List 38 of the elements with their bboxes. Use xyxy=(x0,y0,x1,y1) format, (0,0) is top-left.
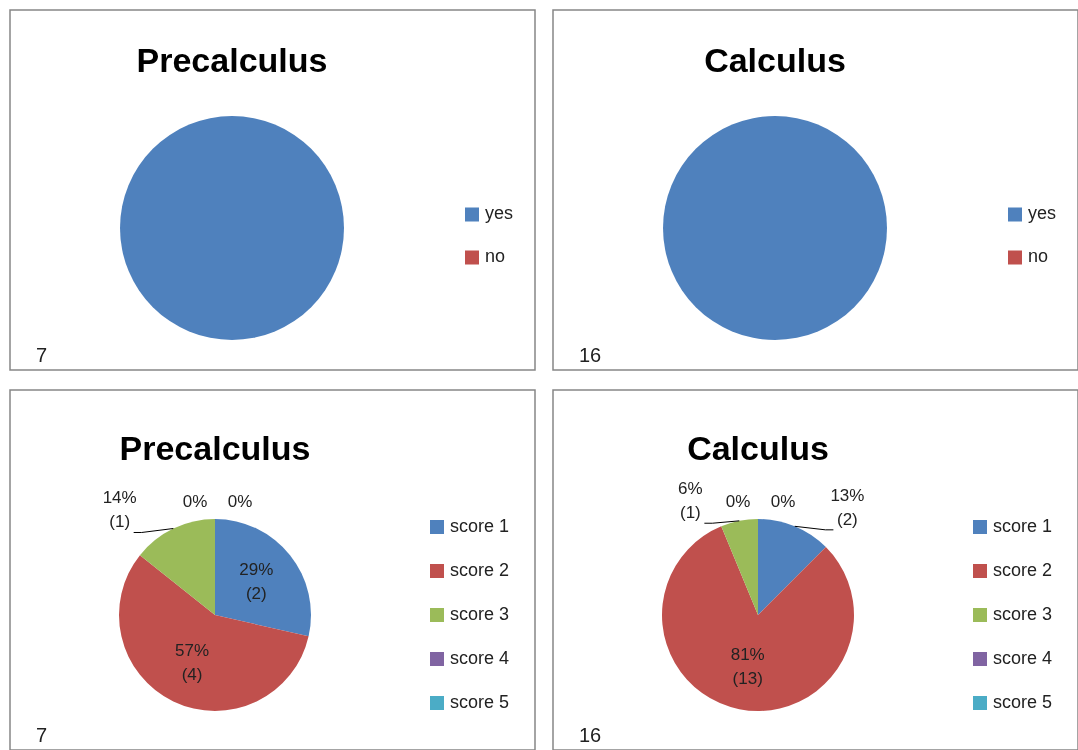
legend-label: score 5 xyxy=(450,691,510,712)
legend-label: no xyxy=(485,246,506,267)
data-label: 13% (2) xyxy=(830,486,865,530)
data-label: 57% (4) xyxy=(175,641,210,685)
pie-slice xyxy=(139,519,215,615)
pie-slice xyxy=(721,519,758,615)
text: 0% xyxy=(725,492,751,512)
pie-slice xyxy=(662,526,854,711)
legend-label: score 1 xyxy=(993,515,1053,536)
chart-title: Precalculus xyxy=(119,429,311,467)
text: 0% xyxy=(770,492,796,512)
pie-slice xyxy=(119,555,309,711)
legend-label: score 3 xyxy=(450,603,510,624)
text: 7 xyxy=(36,724,48,746)
text: 16 xyxy=(579,344,602,366)
legend-label: score 2 xyxy=(450,559,510,580)
chart-title: Calculus xyxy=(687,429,829,467)
legend-label: score 4 xyxy=(450,647,510,668)
pie-slice xyxy=(215,519,311,637)
legend-label: score 4 xyxy=(993,647,1053,668)
legend-label: score 2 xyxy=(993,559,1053,580)
text: 7 xyxy=(36,344,48,366)
data-label: 29% (2) xyxy=(239,560,274,604)
data-label: 81% (13) xyxy=(730,645,765,689)
legend-label: no xyxy=(1028,246,1049,267)
text: 0% xyxy=(227,492,253,512)
text: 0% xyxy=(182,492,208,512)
legend-label: score 1 xyxy=(450,515,510,536)
legend-label: yes xyxy=(1028,203,1057,224)
chart-title: Calculus xyxy=(704,41,846,79)
legend-label: yes xyxy=(485,203,514,224)
pie-slice xyxy=(758,519,826,615)
text: 16 xyxy=(579,724,602,746)
data-label: 6% (1) xyxy=(678,479,703,523)
legend-label: score 3 xyxy=(993,603,1053,624)
chart-title: Precalculus xyxy=(136,41,328,79)
data-label: 14% (1) xyxy=(102,488,137,532)
legend-label: score 5 xyxy=(993,691,1053,712)
